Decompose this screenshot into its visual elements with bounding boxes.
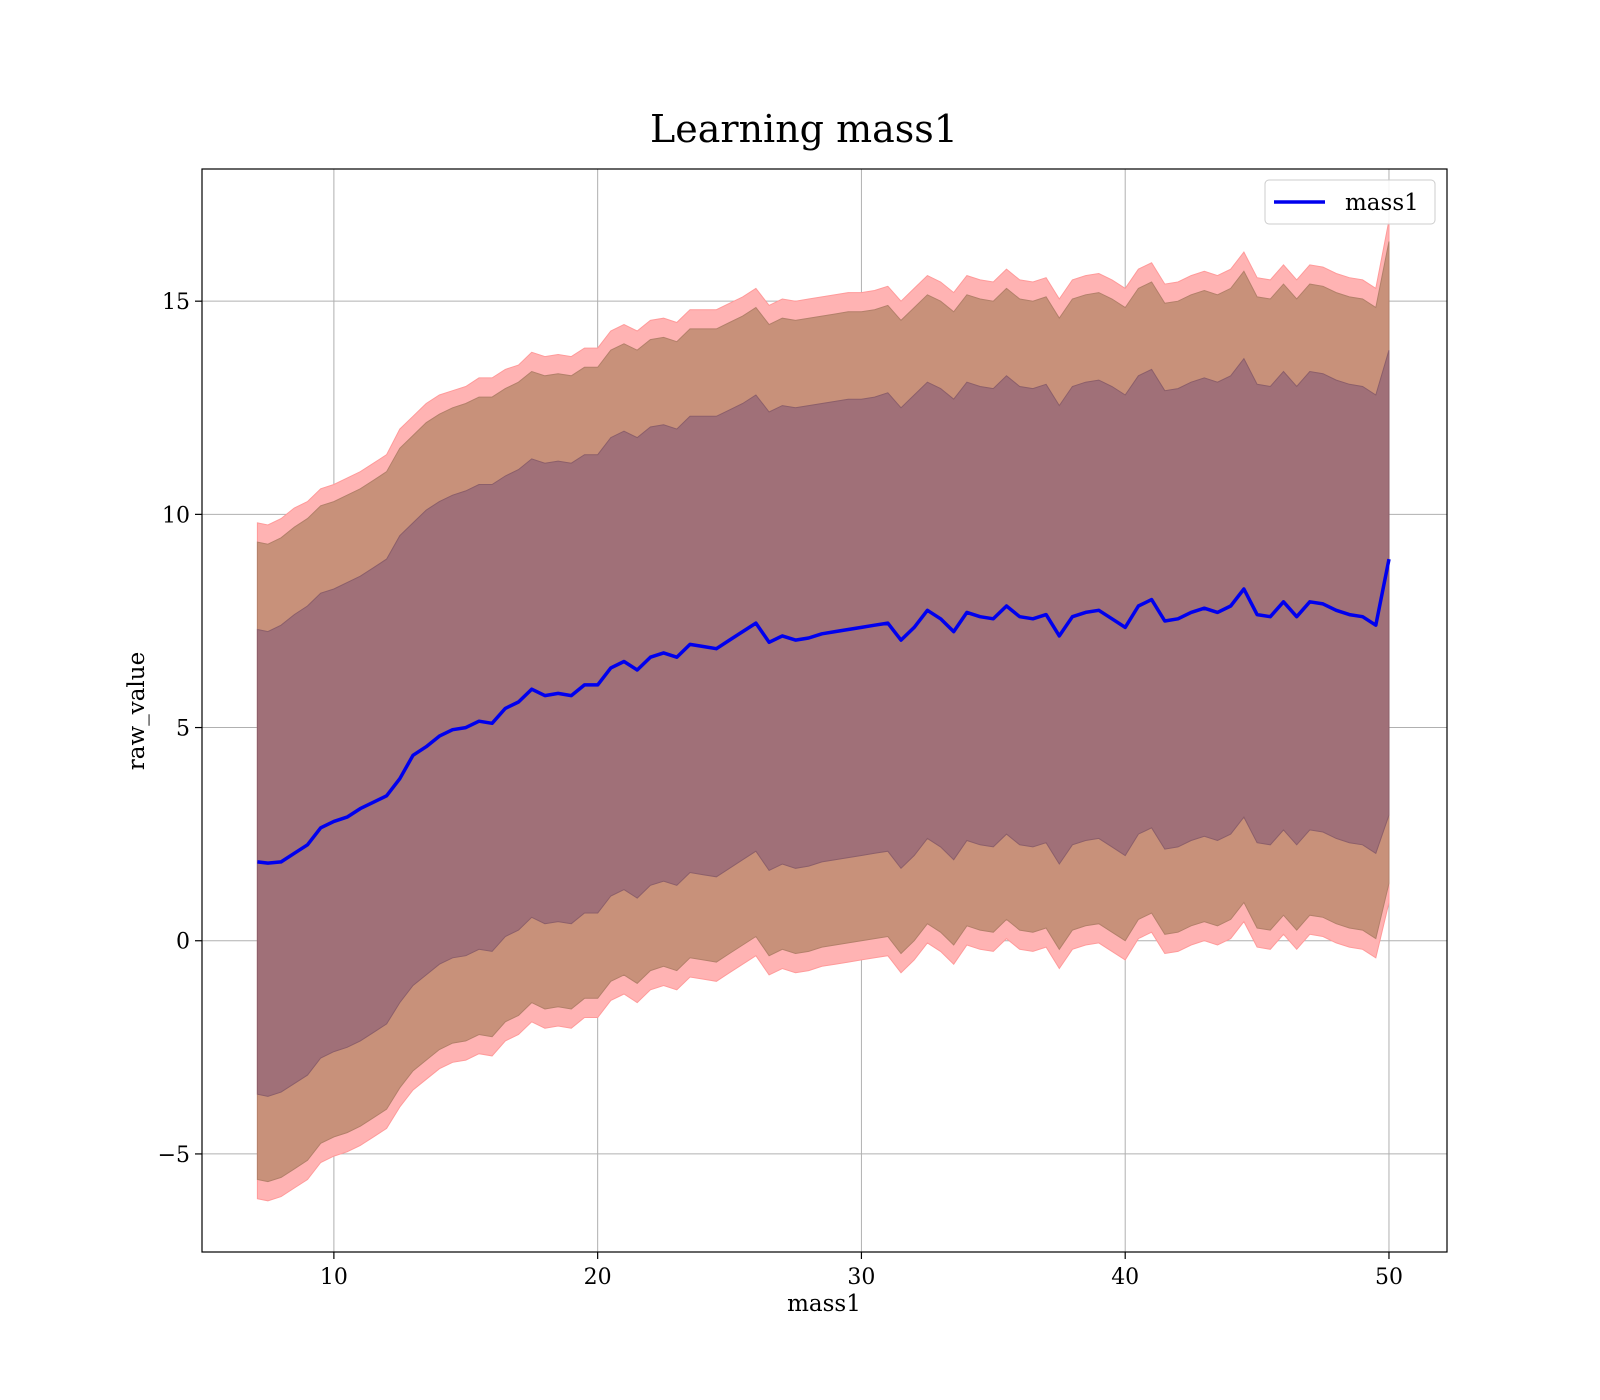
y-axis-label: raw_value xyxy=(124,652,150,770)
legend-box xyxy=(1264,179,1436,225)
y-tick-label-2: 5 xyxy=(176,717,190,742)
y-tick-label-1: 0 xyxy=(176,930,190,955)
x-tick-label-3: 40 xyxy=(1111,1265,1139,1290)
x-tick-label-4: 50 xyxy=(1375,1265,1403,1290)
series-line-mass1 xyxy=(257,558,1391,865)
band-2 xyxy=(256,350,1390,1097)
axis-ticks: 10 20 30 40 50 −5 0 5 10 15 xyxy=(158,290,1403,1290)
y-tick-label-4: 15 xyxy=(162,290,190,315)
x-tick-label-0: 10 xyxy=(320,1265,348,1290)
y-tick-label-0: −5 xyxy=(158,1143,190,1168)
legend-entry-mass1: mass1 xyxy=(1345,190,1419,216)
y-tick-label-3: 10 xyxy=(162,503,190,528)
series-lines xyxy=(257,558,1391,865)
plot-frame xyxy=(201,168,1448,1253)
x-axis-label: mass1 xyxy=(787,1291,861,1317)
x-tick-label-1: 20 xyxy=(584,1265,612,1290)
chart-title: Learning mass1 xyxy=(650,107,958,151)
confidence-bands xyxy=(256,220,1390,1202)
legend: mass1 xyxy=(1264,179,1436,225)
x-tick-label-2: 30 xyxy=(847,1265,875,1290)
